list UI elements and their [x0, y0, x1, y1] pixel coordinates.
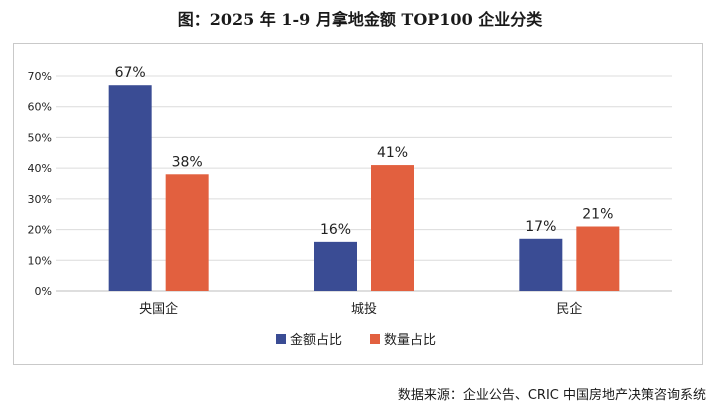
data-label: 16% [320, 222, 351, 238]
y-tick-label: 40% [28, 162, 52, 175]
source-note: 数据来源：企业公告、CRIC 中国房地产决策咨询系统 [397, 388, 706, 403]
chart-title: 图：2025 年 1-9 月拿地金额 TOP100 企业分类 [177, 10, 543, 29]
x-tick-label: 城投 [351, 301, 377, 317]
bar-count [576, 226, 620, 291]
y-tick-label: 20% [28, 224, 52, 237]
x-tick-label: 央国企 [139, 301, 178, 317]
x-tick-label: 民企 [556, 301, 582, 317]
data-label: 17% [525, 219, 556, 235]
y-tick-label: 30% [28, 193, 52, 206]
data-label: 21% [582, 207, 613, 223]
data-label: 41% [377, 145, 408, 161]
y-tick-label: 50% [28, 131, 52, 144]
y-tick-label: 0% [35, 285, 52, 298]
legend-swatch [370, 334, 380, 344]
data-label: 38% [172, 154, 203, 170]
bar-amount [108, 85, 152, 291]
legend-label: 数量占比 [384, 333, 436, 348]
bar-amount [519, 238, 563, 291]
legend-swatch [276, 334, 286, 344]
bar-amount [314, 241, 357, 291]
y-tick-label: 70% [28, 70, 52, 83]
bar-count [371, 165, 414, 291]
legend-label: 金额占比 [290, 332, 342, 348]
chart-frame [13, 43, 703, 365]
y-tick-label: 60% [28, 101, 52, 114]
bar-count [165, 174, 209, 291]
data-label: 67% [115, 65, 146, 81]
y-tick-label: 10% [28, 254, 52, 267]
